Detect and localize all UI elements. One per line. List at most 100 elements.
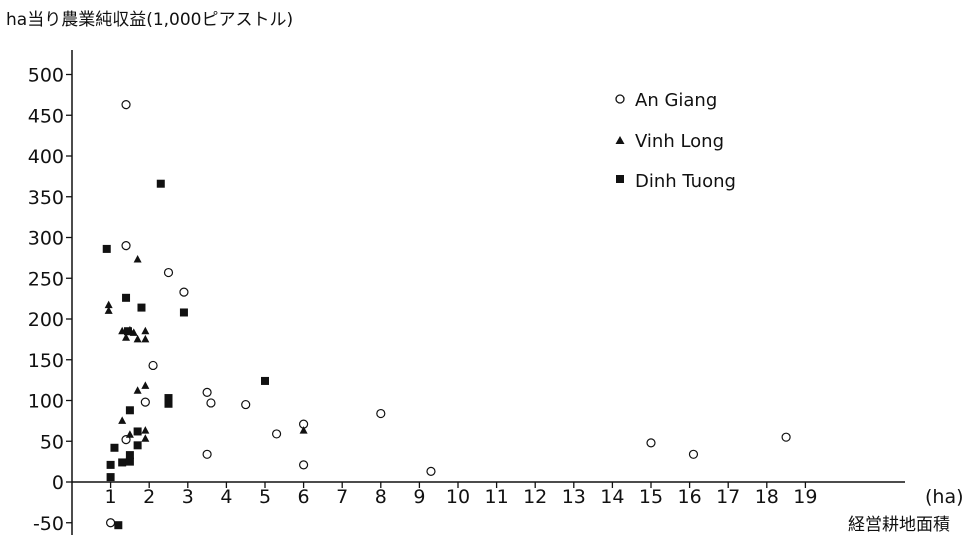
point-an-giang (299, 460, 309, 470)
point-dinh-tuong (261, 376, 269, 385)
legend-label-an-giang: An Giang (635, 90, 717, 111)
data-points (102, 100, 791, 530)
x-tick-label: 6 (298, 486, 310, 508)
point-an-giang (140, 397, 150, 407)
y-tick-label: 0 (52, 472, 64, 494)
x-tick-label: 19 (793, 486, 817, 508)
x-tick-label: 1 (105, 486, 117, 508)
point-an-giang (202, 449, 212, 459)
point-an-giang (271, 429, 282, 439)
point-dinh-tuong (125, 451, 134, 460)
x-tick-group: 1 2 3 4 5 6 7 8 9 10 11 12 13 14 15 16 17 18 19 (105, 482, 817, 508)
point-dinh-tuong (164, 394, 173, 403)
x-tick-label: 3 (182, 486, 194, 508)
point-an-giang (688, 449, 699, 459)
y-tick-label: 500 (28, 65, 64, 87)
point-dinh-tuong (133, 427, 142, 436)
x-tick-label: 11 (485, 486, 509, 508)
point-vinh-long (141, 434, 150, 442)
y-tick-label: 150 (28, 350, 64, 372)
point-an-giang (202, 387, 212, 397)
point-an-giang (163, 267, 174, 278)
point-dinh-tuong (125, 457, 134, 466)
x-tick-label: 5 (259, 486, 271, 508)
point-an-giang (148, 360, 158, 371)
y-tick-label: 50 (40, 431, 64, 453)
point-vinh-long (104, 306, 113, 314)
x-tick-label: 9 (413, 486, 425, 508)
legend-label-vinh-long: Vinh Long (635, 131, 724, 152)
legend-marker-triangle (615, 136, 625, 144)
point-an-giang (121, 100, 131, 110)
x-tick-label: 4 (220, 486, 232, 508)
point-an-giang (646, 438, 656, 448)
legend-marker-circle (615, 94, 625, 104)
x-tick-label: 13 (562, 486, 586, 508)
y-tick-label: 350 (28, 187, 64, 209)
x-tick-label: 14 (600, 486, 624, 508)
legend-item-an-giang: An Giang (615, 90, 717, 111)
y-tick-label: 400 (28, 146, 64, 168)
point-vinh-long (133, 255, 142, 263)
point-vinh-long (122, 333, 131, 341)
legend-marker-square (616, 175, 624, 183)
point-dinh-tuong (137, 303, 146, 312)
x-tick-label: 15 (639, 486, 663, 508)
point-an-giang (426, 466, 436, 477)
point-vinh-long (141, 326, 150, 335)
y-tick-label: 100 (28, 391, 64, 413)
y-axis-label: ha当り農業純収益(1,000ピアストル) (6, 10, 293, 30)
legend: An Giang Vinh Long Dinh Tuong (615, 90, 736, 192)
point-an-giang (121, 435, 131, 445)
point-an-giang (781, 432, 791, 442)
point-dinh-tuong (133, 441, 142, 450)
point-dinh-tuong (114, 521, 123, 530)
point-an-giang (105, 518, 116, 528)
y-tick-label: 450 (28, 105, 64, 127)
y-tick-group: -50 0 50 100 150 200 250 300 350 400 450 500 (28, 65, 72, 535)
y-tick-label: 250 (28, 268, 64, 290)
point-vinh-long (141, 334, 150, 343)
legend-item-vinh-long: Vinh Long (615, 131, 724, 152)
y-tick-label: 200 (28, 309, 64, 331)
x-tick-label: 16 (678, 486, 702, 508)
legend-label-dinh-tuong: Dinh Tuong (635, 171, 736, 192)
x-tick-label: 7 (336, 486, 348, 508)
point-vinh-long (104, 300, 113, 309)
y-tick-label: -50 (33, 513, 64, 535)
x-tick-label: 12 (523, 486, 547, 508)
point-vinh-long (133, 386, 142, 394)
y-tick-label: 300 (28, 228, 64, 250)
x-axis-unit: (ha) (925, 486, 964, 508)
x-tick-label: 17 (716, 486, 740, 508)
point-dinh-tuong (123, 327, 132, 336)
point-vinh-long (141, 426, 150, 434)
point-dinh-tuong (106, 473, 115, 482)
point-dinh-tuong (102, 244, 111, 253)
x-tick-label: 18 (755, 486, 779, 508)
point-vinh-long (299, 426, 308, 434)
point-dinh-tuong (179, 308, 188, 317)
x-tick-label: 10 (446, 486, 470, 508)
point-an-giang (179, 287, 189, 297)
x-axis-label: 経営耕地面積 (848, 515, 950, 535)
point-an-giang (376, 408, 386, 419)
point-vinh-long (118, 416, 127, 424)
point-an-giang (206, 398, 216, 408)
x-tick-label: 2 (143, 486, 155, 508)
point-an-giang (121, 241, 131, 251)
point-dinh-tuong (110, 443, 119, 452)
point-vinh-long (133, 334, 142, 343)
point-dinh-tuong (125, 406, 134, 415)
point-dinh-tuong (118, 458, 127, 467)
point-dinh-tuong (164, 399, 173, 408)
point-dinh-tuong (122, 293, 131, 302)
point-vinh-long (141, 381, 150, 389)
x-tick-label: 8 (375, 486, 387, 508)
legend-item-dinh-tuong: Dinh Tuong (616, 171, 736, 192)
point-an-giang (241, 399, 251, 410)
point-dinh-tuong (156, 179, 165, 188)
point-dinh-tuong (106, 460, 115, 469)
point-vinh-long (125, 430, 134, 438)
